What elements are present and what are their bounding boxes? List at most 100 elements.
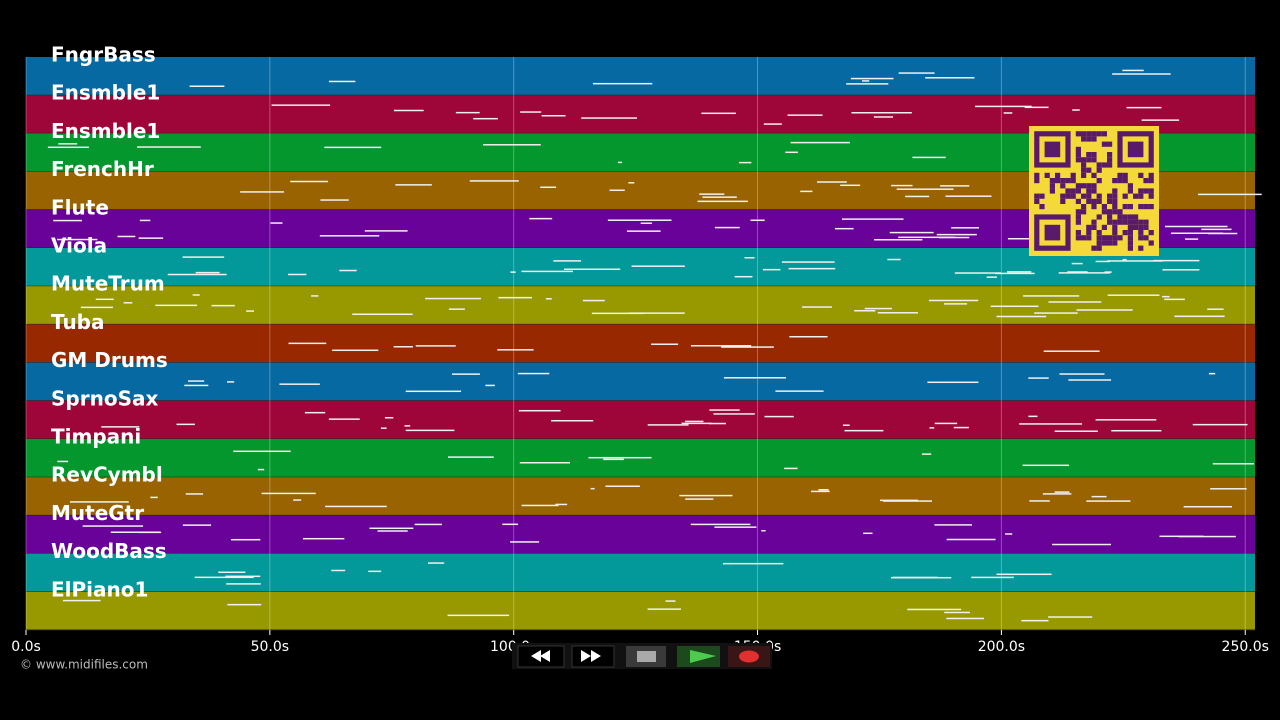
- note: [473, 117, 498, 120]
- note: [850, 77, 894, 80]
- qr-cell: [1096, 193, 1102, 199]
- qr-cell: [1091, 188, 1097, 194]
- note: [288, 273, 307, 276]
- note: [101, 426, 140, 428]
- note: [936, 233, 977, 236]
- record-button[interactable]: [728, 646, 770, 667]
- note: [1023, 295, 1080, 297]
- qr-cell: [1148, 178, 1154, 184]
- note: [628, 182, 635, 184]
- note: [117, 235, 136, 238]
- note: [1210, 488, 1247, 490]
- note: [995, 272, 1035, 275]
- qr-cell: [1143, 204, 1149, 210]
- qr-cell: [1148, 204, 1154, 210]
- note: [1052, 543, 1112, 546]
- forward-button[interactable]: [571, 645, 615, 668]
- qr-cell: [1049, 183, 1055, 189]
- note: [713, 413, 755, 415]
- note: [943, 303, 968, 305]
- note: [138, 531, 162, 534]
- qr-cell: [1107, 162, 1113, 168]
- note: [945, 195, 992, 197]
- note: [311, 295, 319, 297]
- note: [123, 302, 133, 304]
- note: [57, 460, 69, 463]
- qr-cell: [1107, 240, 1113, 246]
- note: [58, 143, 78, 145]
- note: [1043, 350, 1100, 352]
- note: [1185, 238, 1199, 240]
- note: [811, 490, 830, 493]
- qr-cell: [1086, 188, 1092, 194]
- qr-cell: [1107, 198, 1113, 204]
- qr-cell: [1143, 224, 1149, 230]
- qr-cell: [1096, 162, 1102, 168]
- qr-cell: [1091, 224, 1097, 230]
- note: [907, 608, 962, 611]
- note: [150, 496, 158, 499]
- note: [912, 156, 946, 159]
- qr-cell: [1091, 172, 1097, 178]
- stop-button[interactable]: [626, 646, 666, 667]
- note: [377, 530, 408, 532]
- note: [581, 117, 637, 119]
- qr-cell: [1138, 172, 1144, 178]
- note: [95, 298, 114, 301]
- note: [750, 219, 765, 222]
- note: [188, 380, 205, 382]
- note: [510, 541, 540, 543]
- qr-finder: [1127, 141, 1144, 158]
- qr-cell: [1101, 240, 1107, 246]
- qr-cell: [1127, 183, 1133, 189]
- qr-cell: [1086, 136, 1092, 142]
- note: [651, 343, 679, 345]
- qr-cell: [1086, 157, 1092, 163]
- note: [722, 562, 784, 565]
- note: [790, 141, 850, 144]
- note: [685, 420, 704, 423]
- qr-cell: [1055, 178, 1061, 184]
- qr-cell: [1091, 136, 1097, 142]
- qr-cell: [1081, 204, 1087, 210]
- qr-cell: [1143, 188, 1149, 194]
- note: [1162, 269, 1200, 271]
- qr-cell: [1086, 235, 1092, 241]
- note: [1171, 232, 1224, 234]
- note: [257, 468, 265, 471]
- play-button[interactable]: [677, 646, 720, 667]
- note: [603, 458, 624, 461]
- note: [784, 467, 798, 470]
- track-band: [26, 591, 1255, 630]
- qr-cell: [1086, 193, 1092, 199]
- note: [928, 299, 979, 302]
- qr-finder: [1044, 141, 1061, 158]
- note: [404, 425, 411, 427]
- qr-cell: [1117, 219, 1123, 225]
- note: [290, 180, 329, 183]
- note: [497, 349, 534, 351]
- note: [744, 257, 755, 259]
- qr-cell: [1148, 188, 1154, 194]
- note: [896, 188, 954, 190]
- qr-cell: [1091, 204, 1097, 210]
- note: [1192, 423, 1248, 426]
- note: [1003, 112, 1013, 114]
- track-label: MuteTrum: [51, 272, 165, 296]
- note: [1122, 258, 1127, 261]
- note: [47, 146, 89, 149]
- note: [1054, 491, 1070, 493]
- qr-cell: [1127, 214, 1133, 220]
- note: [697, 200, 748, 203]
- note: [986, 276, 997, 278]
- qr-cell: [1122, 193, 1128, 199]
- note: [1072, 109, 1080, 111]
- note: [1021, 619, 1049, 622]
- note: [874, 239, 923, 241]
- note: [1207, 308, 1224, 310]
- note: [1107, 260, 1163, 262]
- track-band: [26, 324, 1255, 363]
- tick-label: 200.0s: [978, 639, 1025, 655]
- qr-cell: [1122, 178, 1128, 184]
- rewind-button[interactable]: [517, 645, 565, 668]
